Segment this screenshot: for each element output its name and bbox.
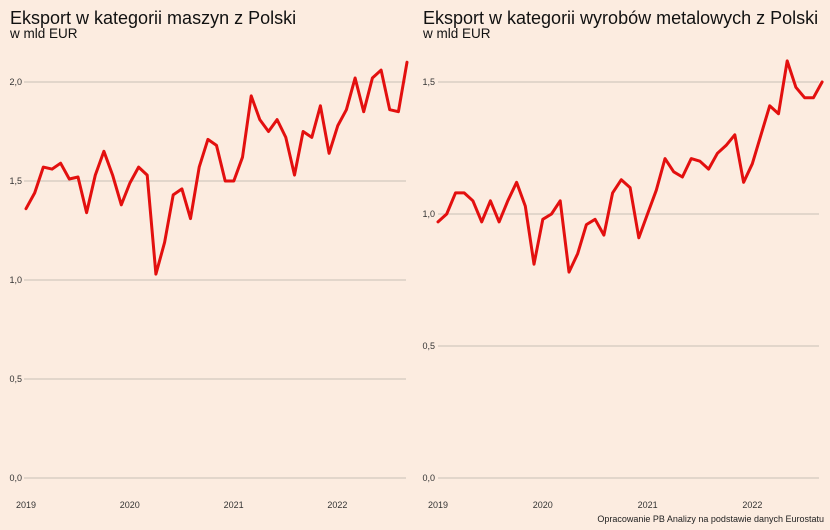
chart-title: Eksport w kategorii maszyn z Polski	[10, 8, 297, 28]
x-tick-label: 2021	[638, 500, 658, 510]
y-tick-label: 0,0	[9, 473, 22, 483]
x-tick-label: 2019	[428, 500, 448, 510]
y-tick-label: 1,0	[9, 275, 22, 285]
y-tick-label: 2,0	[9, 77, 22, 87]
x-tick-label: 2020	[533, 500, 553, 510]
y-tick-label: 1,0	[422, 209, 435, 219]
x-tick-label: 2021	[224, 500, 244, 510]
chart-plot: 0,0 0,5 1,0 1,5 2019 2020 2021 2022	[422, 59, 824, 510]
series-line	[24, 60, 409, 276]
x-tick-label: 2022	[327, 500, 347, 510]
source-note: Opracowanie PB Analizy na podstawie dany…	[597, 514, 824, 524]
chart-plot: 0,0 0,5 1,0 1,5 2,0 2019 2020 2021 2022	[9, 60, 409, 510]
chart-metal-products: Eksport w kategorii wyrobów metalowych z…	[413, 0, 830, 530]
chart-machinery: Eksport w kategorii maszyn z Polski w ml…	[9, 8, 409, 510]
chart-title: Eksport w kategorii wyrobów metalowych z…	[423, 8, 819, 28]
y-tick-label: 0,5	[9, 374, 22, 384]
x-tick-label: 2019	[16, 500, 36, 510]
series-line	[436, 59, 824, 274]
y-tick-label: 0,5	[422, 341, 435, 351]
y-tick-label: 1,5	[9, 176, 22, 186]
y-tick-label: 1,5	[422, 77, 435, 87]
x-tick-label: 2022	[742, 500, 762, 510]
y-tick-label: 0,0	[422, 473, 435, 483]
x-tick-label: 2020	[120, 500, 140, 510]
chart-subtitle: w mld EUR	[10, 26, 78, 41]
chart-subtitle: w mld EUR	[423, 26, 491, 41]
